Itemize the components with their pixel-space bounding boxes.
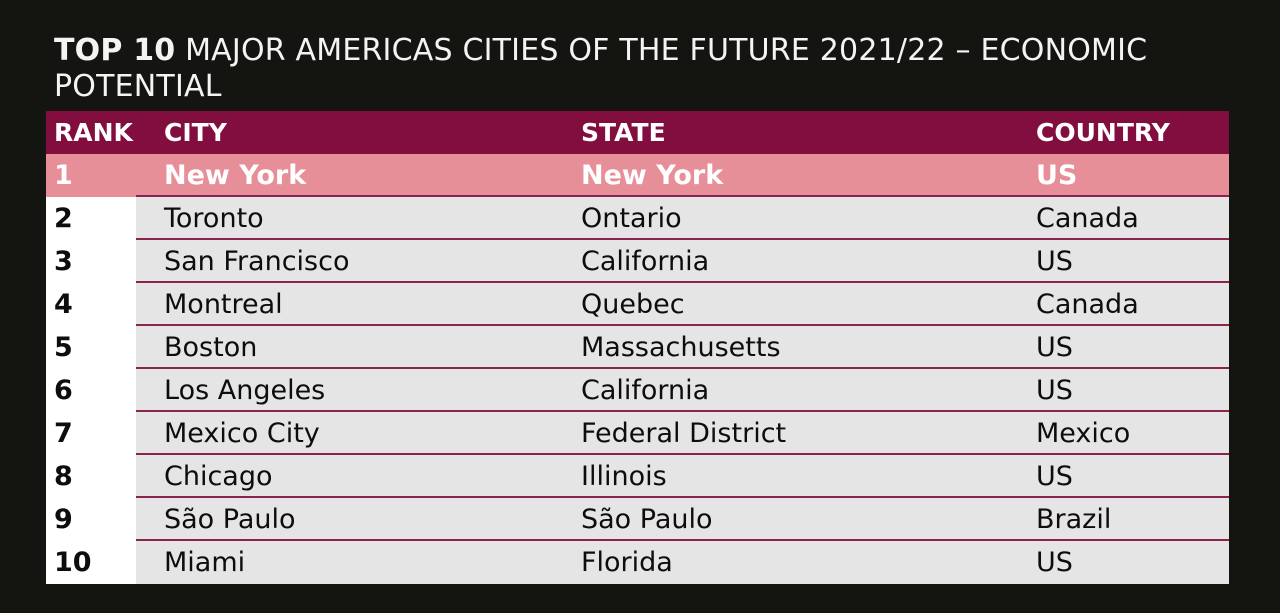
row-divider <box>136 539 1229 541</box>
row-divider <box>136 410 1229 412</box>
city-cell: São Paulo <box>164 504 296 535</box>
city-cell: Chicago <box>164 461 273 492</box>
rank-cell: 8 <box>54 461 73 492</box>
rank-cell: 5 <box>54 332 73 363</box>
state-cell: California <box>581 246 710 277</box>
rank-cell: 9 <box>54 504 73 535</box>
title-emphasis: TOP 10 <box>54 33 176 68</box>
city-cell: Los Angeles <box>164 375 326 406</box>
table-row: 5 Boston Massachusetts US <box>46 326 1229 369</box>
table-row: 9 São Paulo São Paulo Brazil <box>46 498 1229 541</box>
row-divider <box>136 195 1229 197</box>
header-city: CITY <box>164 118 227 147</box>
header-rank: RANK <box>54 118 133 147</box>
rankings-table: RANK CITY STATE COUNTRY 1 New York New Y… <box>46 111 1229 584</box>
city-cell: Boston <box>164 332 258 363</box>
country-cell: Canada <box>1036 203 1139 234</box>
state-cell: São Paulo <box>581 504 713 535</box>
rank-cell: 2 <box>54 203 73 234</box>
city-cell: Toronto <box>164 203 264 234</box>
state-cell: New York <box>581 160 724 191</box>
table-header-row: RANK CITY STATE COUNTRY <box>46 111 1229 154</box>
state-cell: Ontario <box>581 203 682 234</box>
header-state: STATE <box>581 118 666 147</box>
table-row: 1 New York New York US <box>46 154 1229 197</box>
country-cell: Canada <box>1036 289 1139 320</box>
country-cell: Brazil <box>1036 504 1112 535</box>
rank-cell: 4 <box>54 289 73 320</box>
country-cell: Mexico <box>1036 418 1131 449</box>
table-row: 4 Montreal Quebec Canada <box>46 283 1229 326</box>
header-country: COUNTRY <box>1036 118 1170 147</box>
city-cell: San Francisco <box>164 246 350 277</box>
page-title: TOP 10 MAJOR AMERICAS CITIES OF THE FUTU… <box>54 33 1204 105</box>
table-row: 6 Los Angeles California US <box>46 369 1229 412</box>
country-cell: US <box>1036 547 1073 578</box>
rank-cell: 7 <box>54 418 73 449</box>
state-cell: Massachusetts <box>581 332 781 363</box>
rank-cell: 10 <box>54 547 92 578</box>
rank-cell: 3 <box>54 246 73 277</box>
table-row: 2 Toronto Ontario Canada <box>46 197 1229 240</box>
city-cell: Miami <box>164 547 246 578</box>
state-cell: Illinois <box>581 461 667 492</box>
state-cell: California <box>581 375 710 406</box>
rank-cell: 1 <box>54 160 73 191</box>
row-divider <box>136 324 1229 326</box>
rank-cell: 6 <box>54 375 73 406</box>
city-cell: Mexico City <box>164 418 320 449</box>
rank-column-background <box>46 154 136 584</box>
country-cell: US <box>1036 332 1073 363</box>
row-divider <box>136 367 1229 369</box>
table-row: 10 Miami Florida US <box>46 541 1229 584</box>
row-divider <box>136 281 1229 283</box>
row-divider <box>136 496 1229 498</box>
state-cell: Quebec <box>581 289 685 320</box>
country-cell: US <box>1036 461 1073 492</box>
country-cell: US <box>1036 375 1073 406</box>
row-divider <box>136 238 1229 240</box>
country-cell: US <box>1036 160 1078 191</box>
city-cell: New York <box>164 160 307 191</box>
title-text: MAJOR AMERICAS CITIES OF THE FUTURE 2021… <box>54 33 1148 104</box>
country-cell: US <box>1036 246 1073 277</box>
row-divider <box>136 453 1229 455</box>
state-cell: Florida <box>581 547 673 578</box>
table-row: 8 Chicago Illinois US <box>46 455 1229 498</box>
table-row: 7 Mexico City Federal District Mexico <box>46 412 1229 455</box>
city-cell: Montreal <box>164 289 283 320</box>
state-cell: Federal District <box>581 418 787 449</box>
table-row: 3 San Francisco California US <box>46 240 1229 283</box>
